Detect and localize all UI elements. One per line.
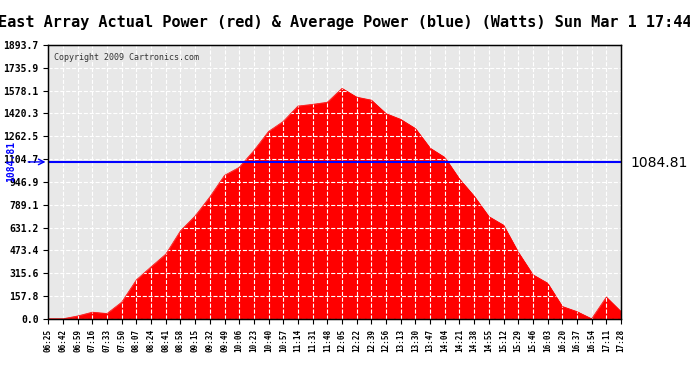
Text: 1084.81: 1084.81 [6,141,16,183]
Text: East Array Actual Power (red) & Average Power (blue) (Watts) Sun Mar 1 17:44: East Array Actual Power (red) & Average … [0,15,690,30]
Text: Copyright 2009 Cartronics.com: Copyright 2009 Cartronics.com [54,53,199,62]
